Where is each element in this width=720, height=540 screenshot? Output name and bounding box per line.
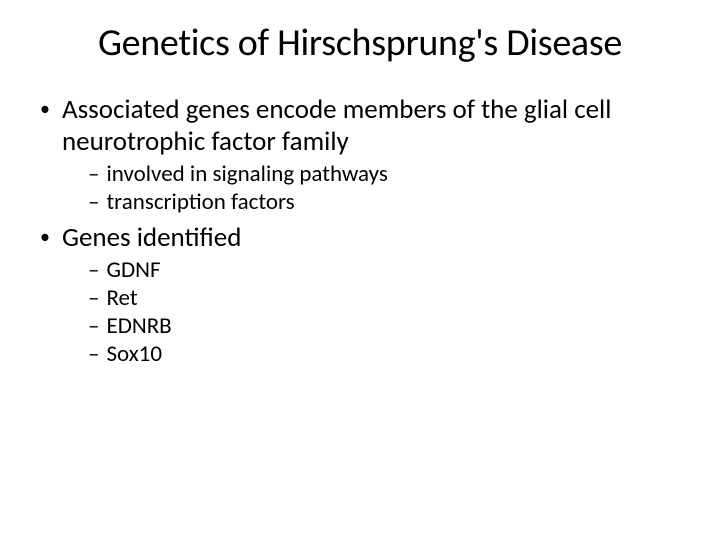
bullet-text: Genes identified [62, 222, 688, 254]
bullet-text: Sox10 [106, 340, 688, 368]
dash-marker-icon: – [88, 256, 99, 284]
bullet-marker-icon: • [40, 94, 50, 125]
bullet-text: transcription factors [106, 188, 688, 216]
bullet-text: EDNRB [106, 312, 688, 340]
slide-title: Genetics of Hirschsprung's Disease [30, 20, 690, 66]
bullet-text: involved in signaling pathways [106, 160, 688, 188]
bullet-level2: – Sox10 [88, 340, 688, 368]
dash-marker-icon: – [88, 188, 99, 216]
bullet-level2: – GDNF [88, 256, 688, 284]
bullet-level2: – transcription factors [88, 188, 688, 216]
dash-marker-icon: – [88, 160, 99, 188]
bullet-text: Ret [106, 284, 688, 312]
bullet-level2: – Ret [88, 284, 688, 312]
dash-marker-icon: – [88, 284, 99, 312]
bullet-level1: • Associated genes encode members of the… [32, 94, 688, 158]
bullet-level2: – EDNRB [88, 312, 688, 340]
bullet-level1: • Genes identified [32, 222, 688, 254]
slide-body: • Associated genes encode members of the… [0, 94, 720, 368]
dash-marker-icon: – [88, 340, 99, 368]
bullet-marker-icon: • [40, 222, 50, 253]
bullet-text: GDNF [106, 256, 688, 284]
bullet-text: Associated genes encode members of the g… [62, 94, 688, 158]
dash-marker-icon: – [88, 312, 99, 340]
bullet-level2: – involved in signaling pathways [88, 160, 688, 188]
